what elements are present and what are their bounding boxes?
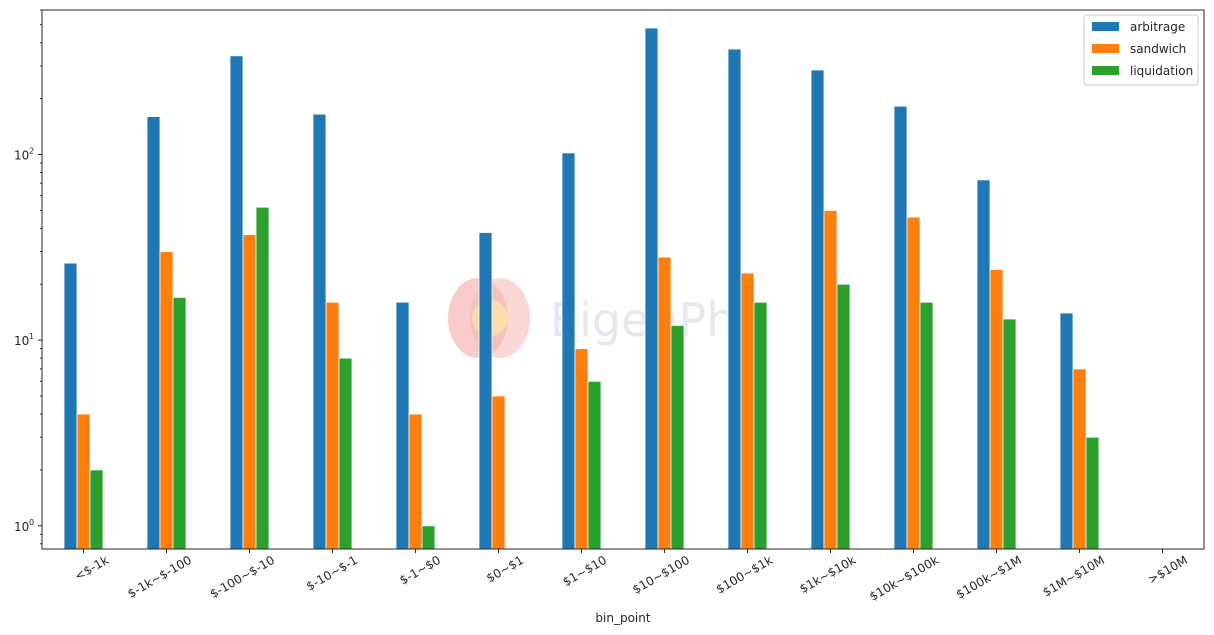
x-tick-label: $0~$1 [484, 553, 526, 585]
x-tick-label: $-1~$0 [397, 553, 443, 588]
x-tick-label: $-10~$-1 [304, 553, 360, 594]
legend-label-sandwich: sandwich [1130, 42, 1186, 56]
bar-sandwich-9 [823, 209, 838, 550]
bar-arbitrage-7 [644, 27, 659, 550]
y-tick-label: 10 [14, 520, 29, 534]
x-axis-label: bin_point [595, 611, 650, 625]
bar-liquidation-12 [1085, 436, 1100, 550]
bar-arbitrage-0 [63, 262, 78, 550]
bars-layer [63, 27, 1100, 550]
bar-sandwich-3 [325, 301, 340, 550]
eigenphi-watermark: EigenPhi [448, 278, 748, 358]
x-tick-label: $1k~$10k [797, 553, 858, 596]
bar-arbitrage-1 [146, 116, 161, 550]
bar-sandwich-10 [906, 216, 921, 550]
bar-liquidation-7 [670, 324, 685, 550]
bar-sandwich-5 [491, 395, 506, 550]
bar-sandwich-7 [657, 256, 672, 550]
x-tick-label: $100k~$1M [954, 553, 1024, 602]
x-tick-label: $10~$100 [630, 553, 692, 597]
legend-swatch-sandwich [1092, 44, 1119, 53]
bar-arbitrage-6 [561, 152, 576, 550]
legend-label-arbitrage: arbitrage [1130, 20, 1185, 34]
plot-frame [41, 9, 1205, 550]
y-tick-exponent: 0 [29, 518, 34, 527]
x-tick-label: <$-1k [72, 553, 111, 583]
y-tick-exponent: 1 [29, 332, 34, 341]
bar-liquidation-3 [338, 357, 353, 550]
bar-sandwich-2 [242, 234, 257, 550]
bar-arbitrage-11 [976, 179, 991, 550]
bar-liquidation-4 [421, 525, 436, 550]
x-tick-label: $100~$1k [714, 553, 775, 597]
y-tick-label: 10 [14, 148, 29, 162]
bar-sandwich-12 [1072, 368, 1087, 550]
legend-label-liquidation: liquidation [1130, 64, 1193, 78]
bar-arbitrage-10 [893, 105, 908, 550]
bar-liquidation-10 [919, 301, 934, 550]
x-tick-label: $1M~$10M [1040, 553, 1107, 600]
x-tick-label: $10k~$100k [867, 553, 941, 604]
bar-sandwich-6 [574, 348, 589, 550]
legend-swatch-liquidation [1092, 66, 1119, 75]
y-tick-exponent: 2 [29, 146, 34, 155]
bar-liquidation-9 [836, 283, 851, 550]
bar-sandwich-4 [408, 413, 423, 550]
bar-liquidation-6 [587, 380, 602, 550]
bar-liquidation-8 [753, 301, 768, 550]
bar-arbitrage-8 [727, 48, 742, 550]
x-tick-label: $-100~$-10 [207, 553, 277, 601]
bar-sandwich-8 [740, 272, 755, 550]
bar-arbitrage-12 [1059, 312, 1074, 550]
bar-arbitrage-3 [312, 113, 327, 550]
legend: arbitrage sandwich liquidation [1083, 14, 1199, 86]
bar-arbitrage-9 [810, 69, 825, 550]
x-tick-label: >$10M [1145, 553, 1190, 587]
bar-liquidation-1 [172, 296, 187, 550]
bar-sandwich-1 [159, 251, 174, 550]
bar-arbitrage-4 [395, 301, 410, 550]
legend-swatch-arbitrage [1092, 22, 1119, 31]
bar-arbitrage-2 [229, 55, 244, 550]
bar-sandwich-11 [989, 269, 1004, 550]
bar-sandwich-0 [76, 413, 91, 550]
bar-liquidation-2 [255, 206, 270, 550]
x-tick-label: $1~$10 [560, 553, 609, 589]
bar-arbitrage-5 [478, 232, 493, 550]
y-tick-label: 10 [14, 334, 29, 348]
x-tick-label: $-1k~$-100 [125, 553, 194, 601]
bar-liquidation-11 [1002, 318, 1017, 550]
bar-liquidation-0 [89, 469, 104, 550]
